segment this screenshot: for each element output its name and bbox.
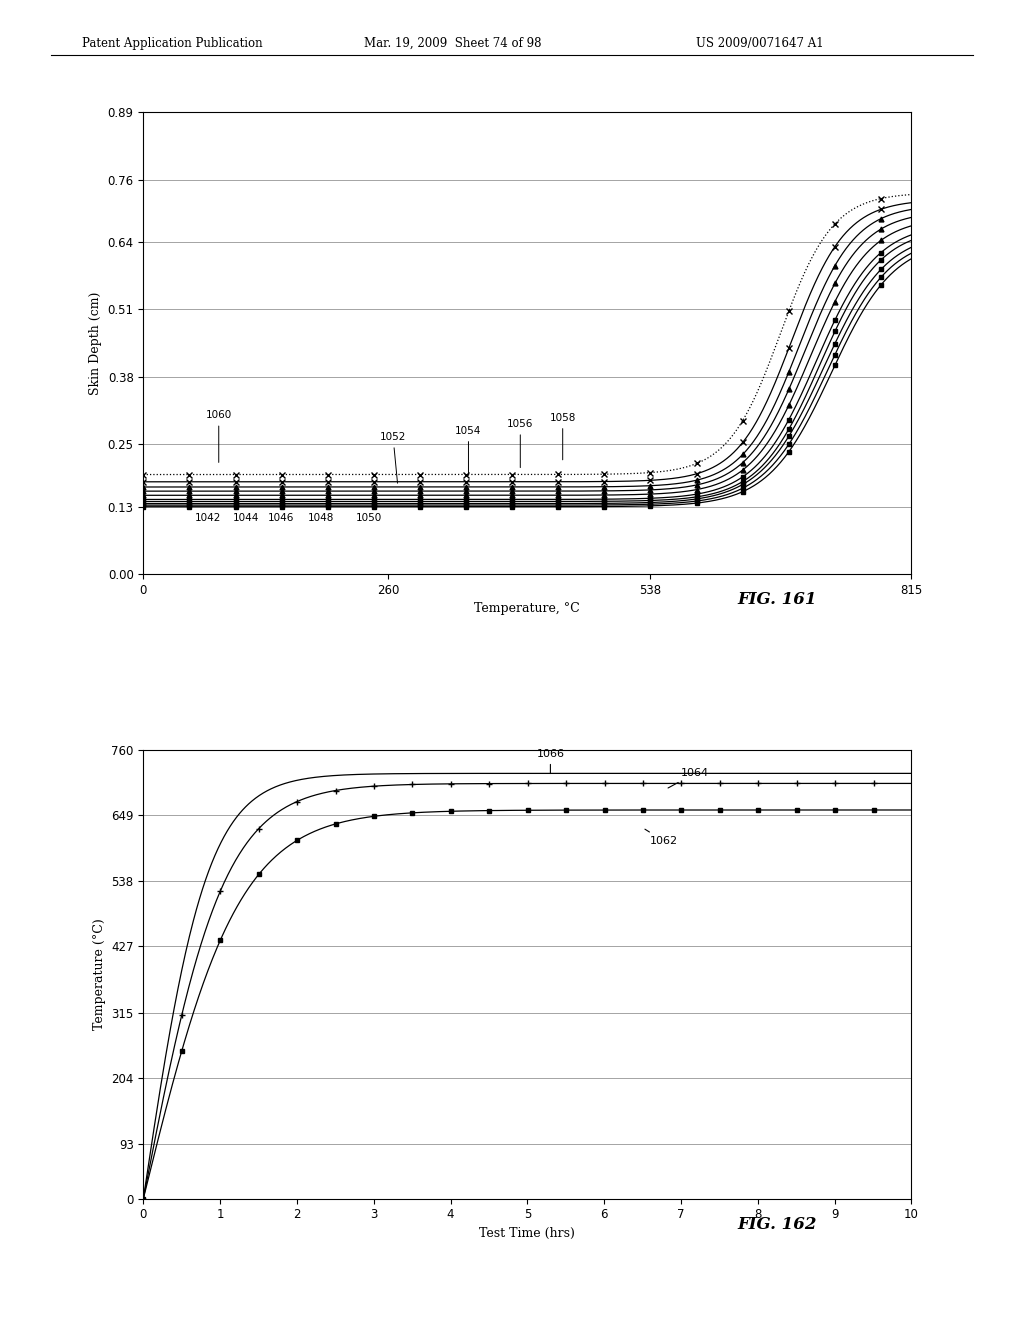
X-axis label: Test Time (hrs): Test Time (hrs)	[479, 1226, 575, 1239]
Text: 1054: 1054	[456, 426, 481, 475]
Text: US 2009/0071647 A1: US 2009/0071647 A1	[696, 37, 824, 50]
Text: Mar. 19, 2009  Sheet 74 of 98: Mar. 19, 2009 Sheet 74 of 98	[364, 37, 541, 50]
Y-axis label: Temperature (°C): Temperature (°C)	[92, 919, 105, 1030]
Text: 1046: 1046	[267, 513, 294, 523]
X-axis label: Temperature, °C: Temperature, °C	[474, 602, 581, 615]
Text: 1064: 1064	[668, 768, 709, 788]
Text: 1042: 1042	[196, 513, 221, 523]
Text: 1056: 1056	[507, 420, 534, 467]
Text: Patent Application Publication: Patent Application Publication	[82, 37, 262, 50]
Text: FIG. 161: FIG. 161	[737, 591, 817, 609]
Text: FIG. 162: FIG. 162	[737, 1216, 817, 1233]
Text: 1044: 1044	[232, 513, 259, 523]
Text: 1052: 1052	[380, 432, 407, 483]
Text: 1066: 1066	[537, 748, 564, 774]
Text: 1050: 1050	[355, 513, 382, 523]
Y-axis label: Skin Depth (cm): Skin Depth (cm)	[89, 292, 102, 395]
Text: 1048: 1048	[308, 513, 335, 523]
Text: 1060: 1060	[206, 411, 231, 462]
Text: 1058: 1058	[550, 413, 575, 459]
Text: 1062: 1062	[645, 829, 678, 846]
